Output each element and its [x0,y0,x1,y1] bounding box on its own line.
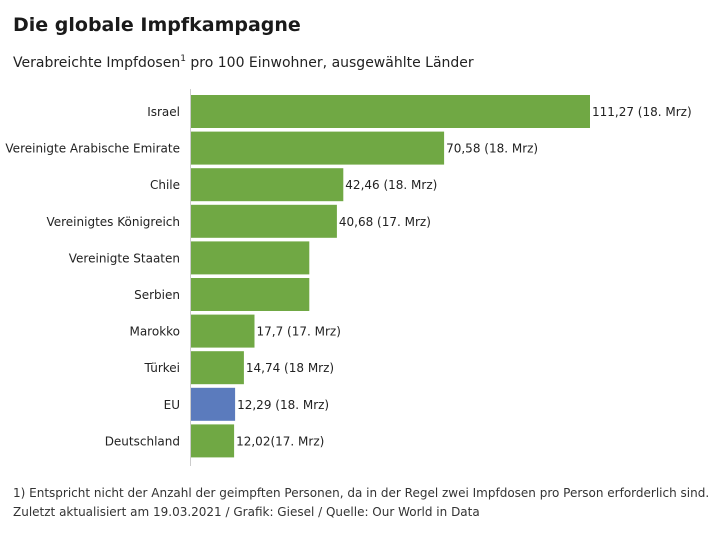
category-label: Chile [150,178,180,192]
bar [191,278,310,311]
value-label: 40,68 (17. Mrz) [339,215,431,229]
value-label: 70,58 (18. Mrz) [446,142,538,156]
subtitle-text-rest: pro 100 Einwohner, ausgewählte Länder [185,55,474,71]
bar [191,424,235,458]
category-label: Vereinigtes Königreich [46,215,180,229]
category-label: Marokko [129,325,180,339]
category-label: Vereinigte Arabische Emirate [5,142,180,156]
bar [191,168,344,202]
value-label: 12,29 (18. Mrz) [237,398,329,412]
category-label: Israel [147,105,180,119]
bar [191,95,590,128]
category-label: EU [164,398,180,412]
bar [191,131,445,165]
chart-title: Die globale Impfkampagne [13,14,301,36]
footnote-marker: 1 [180,54,186,64]
value-label: 12,02(17. Mrz) [236,434,324,448]
category-label: Türkei [144,361,180,375]
subtitle-text: Verabreichte Impfdosen [13,55,181,71]
bars-group: Israel 111,27 (18. Mrz) Vereinigte Arabisc… [5,95,692,458]
category-label: Vereinigte Staaten [69,251,180,265]
bar [191,387,236,421]
category-label: Serbien [134,288,180,302]
bar [191,351,244,385]
category-label: Deutschland [105,434,180,448]
value-label: 17,7 (17. Mrz) [257,325,341,339]
bar [191,314,255,348]
value-label: 111,27 (18. Mrz) [592,105,692,119]
footnote: 1) Entspricht nicht der Anzahl der geimp… [13,486,710,500]
chart-subtitle: Verabreichte Impfdosen1 pro 100 Einwohne… [13,54,474,72]
value-label: 42,46 (18. Mrz) [345,178,437,192]
source-note: Zuletzt aktualisiert am 19.03.2021 / Gra… [13,505,480,519]
bar [191,204,337,238]
bar [191,241,310,275]
value-label: 14,74 (18 Mrz) [246,361,334,375]
